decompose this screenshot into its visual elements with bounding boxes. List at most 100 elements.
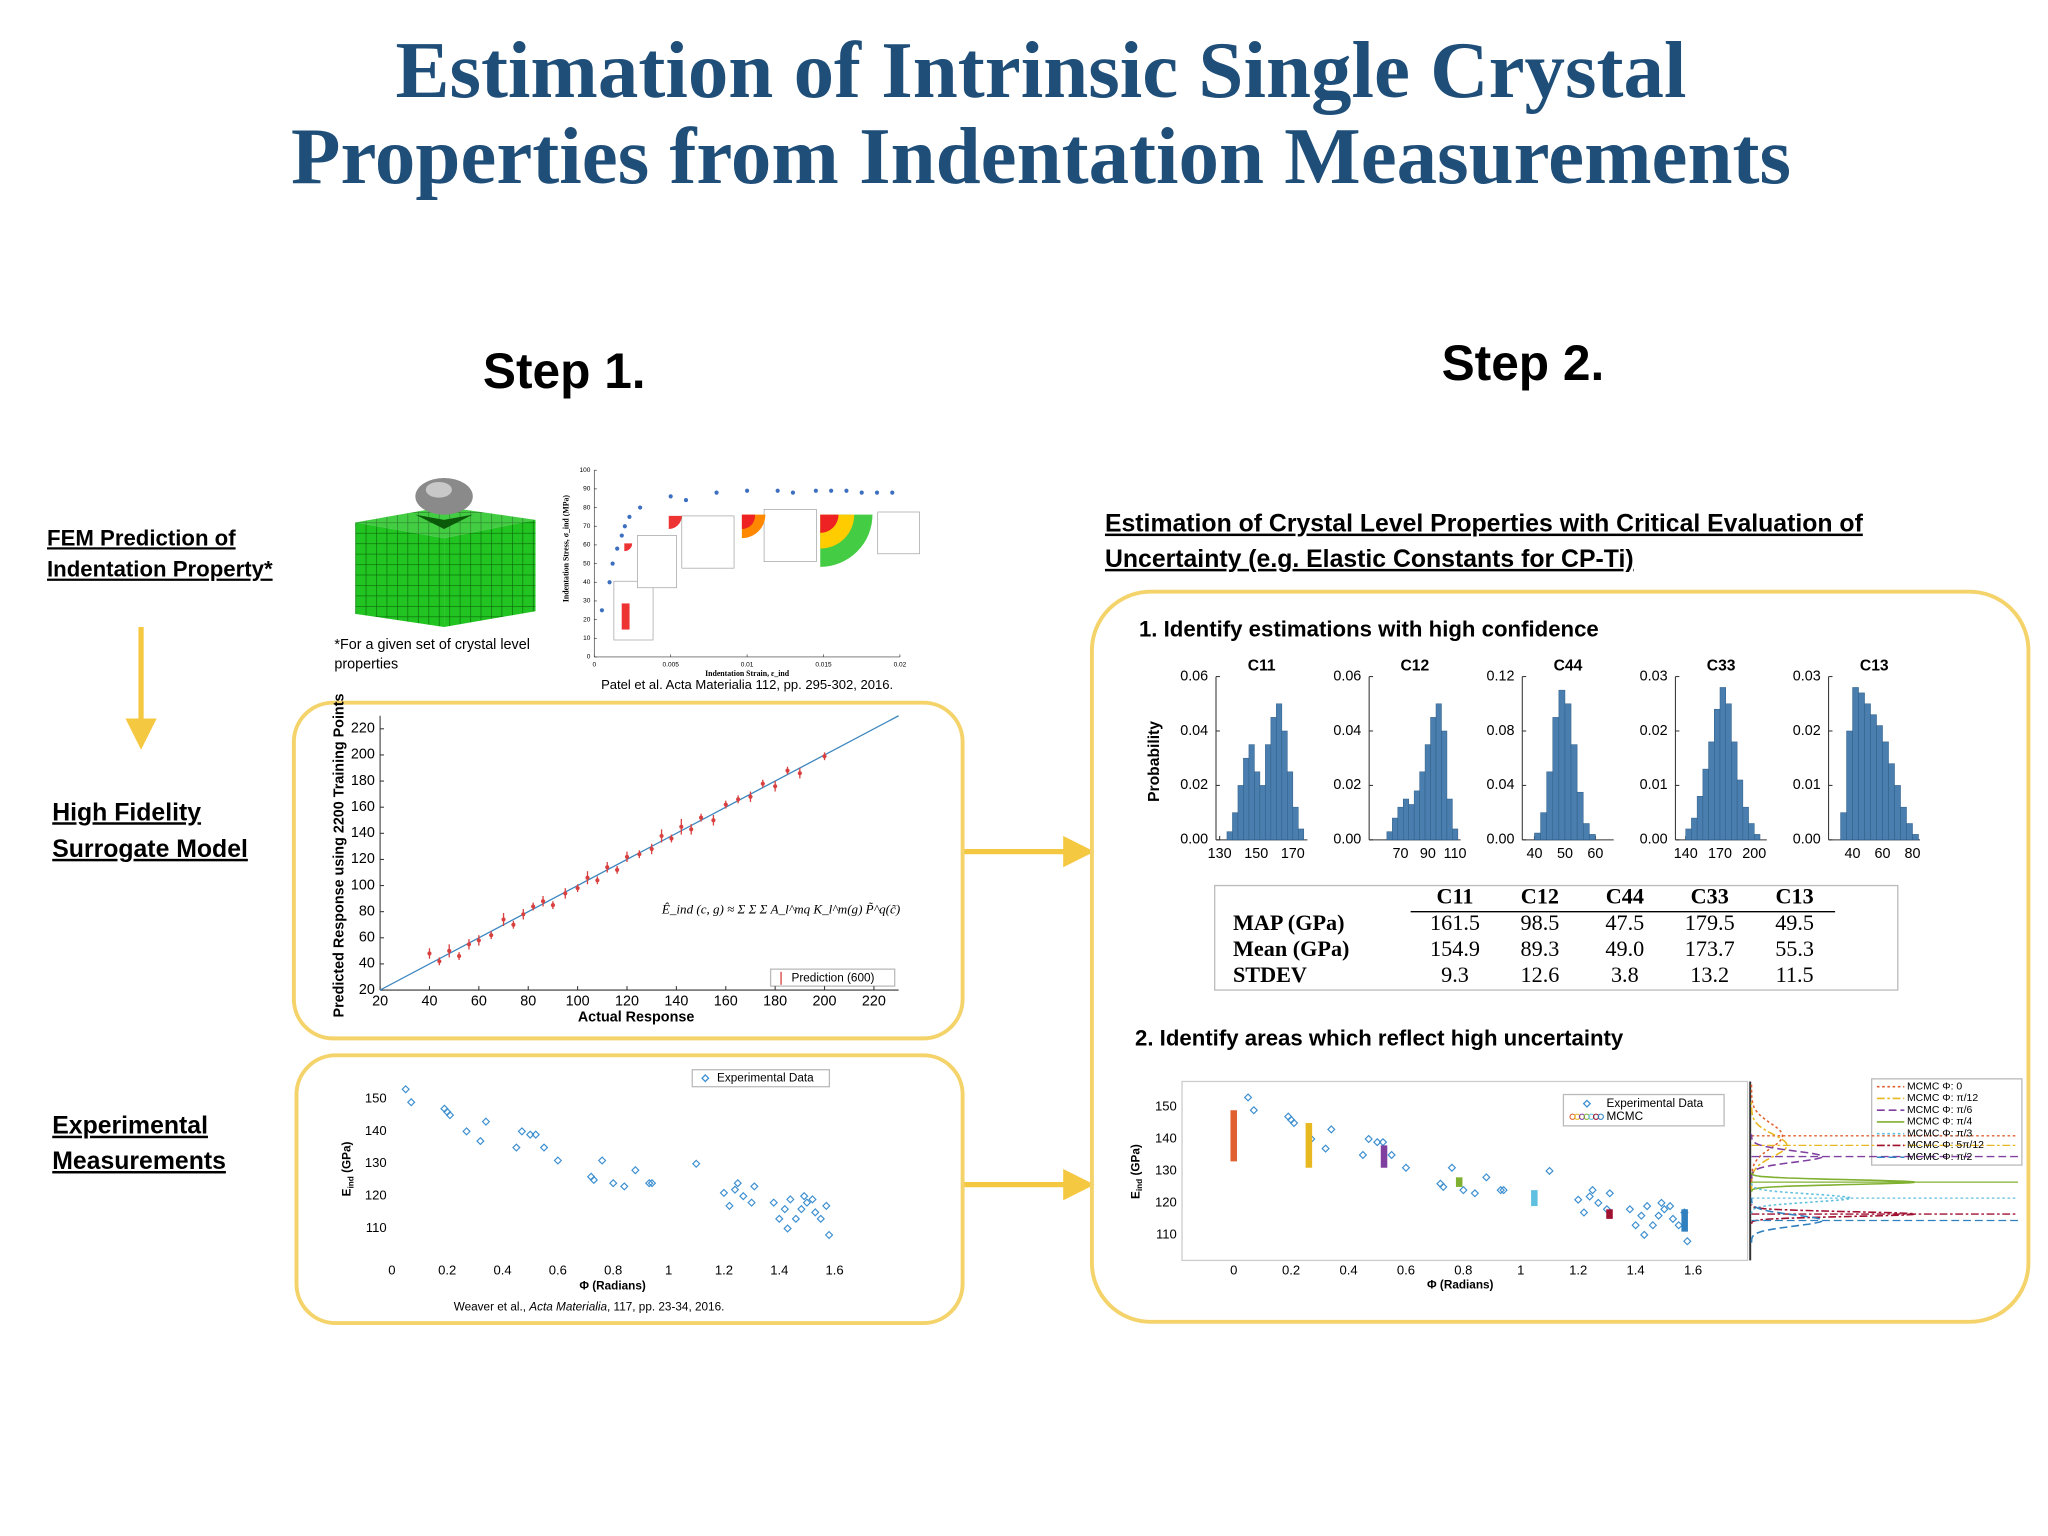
caption-part: Weaver et al., bbox=[454, 1301, 530, 1314]
data-point bbox=[1605, 1189, 1615, 1198]
hist-bar bbox=[1276, 703, 1283, 841]
x-tick-label: 20 bbox=[372, 994, 388, 1010]
x-tick-label: 90 bbox=[1420, 846, 1436, 862]
hist-bar bbox=[1419, 771, 1426, 841]
y-tick-label: 0.00 bbox=[1486, 832, 1514, 848]
legend-box bbox=[691, 1069, 831, 1088]
y-axis-label: Predicted Response using 2200 Training P… bbox=[331, 694, 347, 1018]
hist-bar bbox=[1708, 741, 1715, 841]
table-cell: 9.3 bbox=[1441, 962, 1469, 987]
x-tick-label: 200 bbox=[1742, 846, 1766, 862]
side-label: FEM Prediction of bbox=[47, 525, 236, 550]
data-point bbox=[637, 852, 642, 857]
data-point bbox=[620, 1182, 629, 1191]
data-point bbox=[1364, 1134, 1373, 1144]
x-tick-label: 50 bbox=[1557, 846, 1573, 862]
data-point bbox=[785, 768, 790, 773]
hist-bar bbox=[1402, 798, 1409, 841]
y-tick-label: 0.03 bbox=[1793, 668, 1821, 684]
x-tick-label: 170 bbox=[1708, 846, 1732, 862]
hist-bar bbox=[1546, 771, 1554, 841]
hist-bar bbox=[1237, 785, 1244, 841]
y-tick-label: 140 bbox=[1155, 1130, 1177, 1145]
data-point bbox=[775, 1214, 784, 1224]
x-tick-label: 0.4 bbox=[1339, 1262, 1357, 1277]
data-point bbox=[466, 942, 472, 947]
legend-label: MCMC Φ: π/4 bbox=[1907, 1117, 1973, 1128]
hist-bar bbox=[1846, 730, 1853, 841]
hist-bar bbox=[1900, 806, 1907, 841]
legend-label: MCMC Φ: π/12 bbox=[1907, 1093, 1978, 1104]
x-tick-label: 140 bbox=[1674, 846, 1698, 862]
hist-bar bbox=[1226, 831, 1233, 841]
data-point bbox=[1482, 1173, 1491, 1182]
table-frame bbox=[1214, 884, 1899, 991]
hist-bar bbox=[1725, 703, 1732, 841]
data-point bbox=[1439, 1182, 1448, 1192]
label-part: E bbox=[341, 1188, 354, 1196]
hist-bar bbox=[1430, 717, 1437, 841]
data-point bbox=[501, 917, 506, 922]
x-tick-label: 0.015 bbox=[815, 662, 832, 669]
x-tick-label: 60 bbox=[471, 994, 487, 1010]
data-point bbox=[1665, 1201, 1675, 1211]
table-header: C12 bbox=[1521, 884, 1559, 909]
x-tick-label: 60 bbox=[1587, 846, 1603, 862]
mcmc-bar bbox=[1305, 1123, 1313, 1168]
legend-swatch bbox=[1588, 1113, 1595, 1120]
data-point bbox=[605, 865, 610, 870]
data-point bbox=[644, 1178, 654, 1188]
x-tick-label: 70 bbox=[1393, 846, 1409, 862]
data-point bbox=[447, 948, 452, 953]
data-point bbox=[512, 1143, 521, 1152]
hist-bar bbox=[1424, 744, 1431, 841]
y-tick-label: 120 bbox=[351, 851, 375, 867]
data-point bbox=[668, 494, 673, 499]
mcmc-density bbox=[1750, 1084, 1784, 1187]
x-tick-label: 0.005 bbox=[663, 662, 680, 669]
hist-bar bbox=[1232, 812, 1239, 841]
data-point bbox=[638, 505, 643, 510]
hist-bar bbox=[1248, 744, 1255, 841]
x-tick-label: 1 bbox=[665, 1262, 672, 1277]
hist-bar bbox=[1564, 703, 1572, 841]
x-tick-label: 150 bbox=[1244, 846, 1268, 862]
table-header: C33 bbox=[1691, 884, 1729, 909]
part-heading: 2. Identify areas which reflect high unc… bbox=[1135, 1026, 1624, 1051]
legend-label: Prediction (600) bbox=[792, 971, 875, 984]
table-cell: 47.5 bbox=[1605, 910, 1644, 935]
y-tick-label: 160 bbox=[351, 799, 375, 815]
legend-label: MCMC Φ: 5π/12 bbox=[1907, 1140, 1984, 1151]
data-point bbox=[822, 1201, 831, 1211]
y-tick-label: 30 bbox=[583, 598, 591, 605]
data-point bbox=[775, 488, 780, 493]
legend-label: Experimental Data bbox=[1607, 1097, 1704, 1110]
data-point bbox=[1289, 1118, 1299, 1128]
data-point bbox=[624, 854, 630, 859]
title-line: Properties from Indentation Measurements bbox=[291, 111, 1791, 201]
data-point bbox=[1447, 1163, 1457, 1172]
x-tick-label: 60 bbox=[1875, 846, 1891, 862]
x-tick-label: 1.6 bbox=[1684, 1262, 1702, 1277]
hist-bar bbox=[1392, 817, 1399, 841]
data-point bbox=[711, 818, 716, 823]
x-tick-label: 40 bbox=[421, 994, 437, 1010]
legend-label: MCMC Φ: 0 bbox=[1907, 1081, 1962, 1092]
x-tick-label: 80 bbox=[1905, 846, 1921, 862]
data-point bbox=[714, 490, 719, 495]
y-tick-label: 0 bbox=[587, 654, 591, 661]
y-tick-label: 0.00 bbox=[1793, 832, 1821, 848]
x-tick-label: 140 bbox=[664, 994, 688, 1010]
data-point bbox=[745, 488, 750, 493]
hist-bar bbox=[1386, 831, 1393, 841]
legend-label: MCMC Φ: π/3 bbox=[1907, 1128, 1973, 1139]
data-point bbox=[844, 488, 849, 493]
hist-bar bbox=[1906, 823, 1913, 841]
side-label: Experimental bbox=[52, 1113, 208, 1140]
data-point bbox=[599, 608, 605, 613]
data-point bbox=[780, 1204, 790, 1214]
mcmc-bar bbox=[1230, 1110, 1237, 1162]
data-point bbox=[595, 878, 600, 883]
data-point bbox=[540, 899, 546, 904]
hist-bar bbox=[1685, 828, 1692, 841]
